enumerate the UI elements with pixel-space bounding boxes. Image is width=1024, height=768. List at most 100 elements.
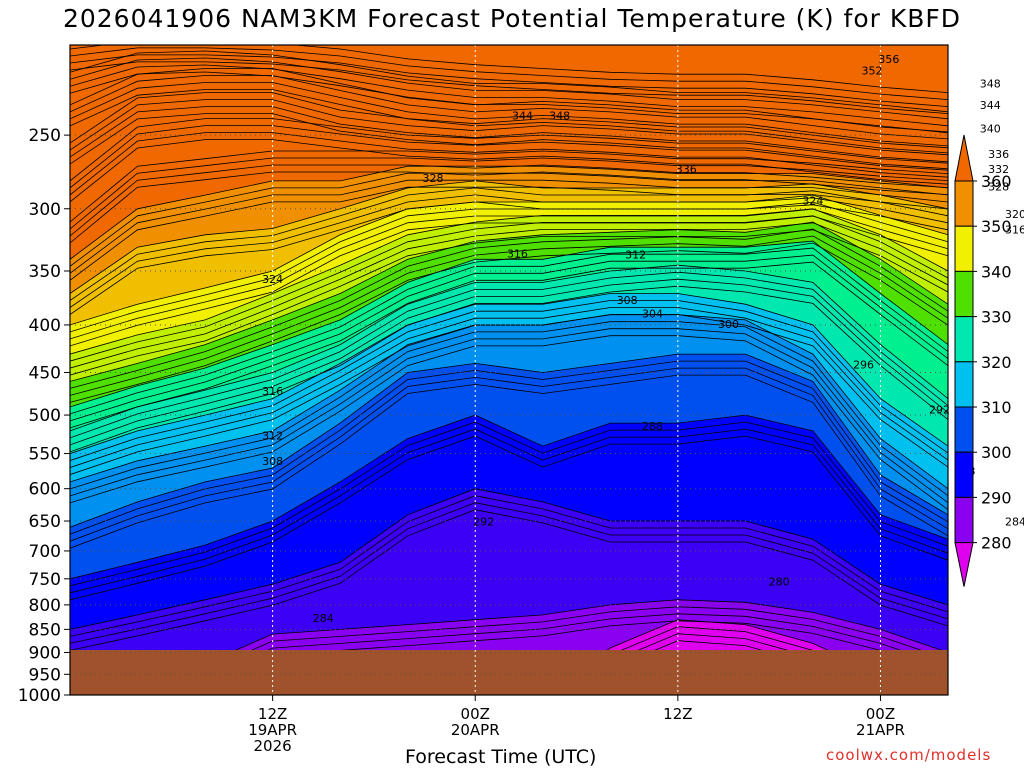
contour-line — [70, 215, 948, 347]
contour-line — [70, 132, 948, 196]
contour-label: 344 — [512, 109, 533, 122]
contour-line — [70, 285, 948, 453]
contour-label: 324 — [262, 273, 283, 286]
y-tick-label: 800 — [29, 596, 61, 616]
x-tick-label: 19APR — [248, 721, 297, 739]
contour-line — [70, 247, 948, 415]
y-tick-label: 900 — [29, 643, 61, 663]
contour-line — [70, 360, 948, 535]
plot-frame — [69, 44, 949, 696]
contour-line — [70, 254, 948, 422]
contour-line — [70, 300, 948, 461]
colorbar-swatch — [954, 316, 974, 363]
contour-label: 348 — [549, 109, 570, 122]
colorbar-label: 300 — [981, 443, 1012, 462]
contour-label: 280 — [769, 575, 790, 588]
contour-label: 336 — [676, 163, 697, 176]
contour-line — [70, 180, 948, 294]
y-tick-label: 350 — [29, 262, 61, 282]
contour-line — [70, 307, 948, 468]
contour-line — [70, 208, 948, 340]
contour-line — [70, 164, 948, 237]
contour-label: 292 — [473, 516, 494, 529]
contour-label: 284 — [1005, 516, 1024, 529]
x-tick-label: 21APR — [856, 721, 905, 739]
contour-line — [70, 139, 948, 203]
contour-line — [70, 186, 948, 281]
contour-line — [70, 68, 948, 133]
contour-line — [70, 157, 948, 230]
contour-line — [70, 106, 948, 163]
contour-line — [70, 235, 948, 396]
pressure-axis: 250 300 350 400 450 500 550 600 650 700 750 800 850 9… — [18, 126, 70, 706]
x-tick-label: 20APR — [451, 721, 500, 739]
contour-line — [70, 278, 948, 446]
grid-lines — [70, 45, 948, 695]
colorbar-label: 350 — [981, 217, 1012, 236]
contour-line — [70, 242, 948, 403]
colorbar-label: 360 — [981, 172, 1012, 191]
contour-label: 328 — [988, 181, 1009, 194]
y-tick-label: 750 — [29, 570, 61, 590]
contour-line — [70, 261, 948, 429]
colorbar: 280 290 300 310 320 330 340 350 360 — [954, 134, 1012, 587]
contour-line — [70, 328, 948, 504]
contour-label: 348 — [980, 77, 1001, 90]
contour-line — [70, 229, 948, 376]
contour-line — [70, 421, 948, 587]
y-tick-label: 600 — [29, 480, 61, 500]
x-tick-label: 00Z — [866, 705, 895, 723]
contour-line — [70, 509, 948, 651]
contour-label: 312 — [262, 430, 283, 443]
contour-line — [70, 321, 948, 497]
colorbar-label: 280 — [981, 534, 1012, 553]
contour-label: 328 — [423, 172, 444, 185]
contour-label: 352 — [862, 64, 883, 77]
contour-line — [70, 201, 948, 315]
contour-label: 340 — [980, 123, 1001, 136]
contour-line — [70, 47, 948, 100]
contour-line — [70, 125, 948, 189]
contour-line — [70, 194, 948, 326]
contour-line — [70, 75, 948, 140]
colorbar-swatch — [954, 270, 974, 318]
y-tick-label: 550 — [29, 445, 61, 465]
contour-line — [70, 314, 948, 475]
contour-line — [70, 99, 948, 156]
colorbar-swatch — [954, 496, 974, 544]
colorbar-label: 340 — [981, 262, 1012, 281]
y-tick-label: 250 — [29, 126, 61, 146]
colorbar-label: 320 — [981, 353, 1012, 372]
colorbar-label: 310 — [981, 398, 1012, 417]
contour-line — [70, 264, 948, 432]
colorbar-label: 330 — [981, 308, 1012, 327]
contour-label: 336 — [988, 148, 1009, 161]
contour-label: 300 — [718, 318, 739, 331]
contour-line — [70, 293, 948, 454]
contour-line — [70, 374, 948, 549]
contour-line — [70, 71, 948, 134]
y-tick-label: 700 — [29, 542, 61, 562]
x-tick-label: 12Z — [663, 705, 692, 723]
y-tick-label: 1000 — [18, 686, 61, 706]
y-tick-label: 950 — [29, 665, 61, 685]
contour-line — [70, 488, 948, 630]
contour-line — [70, 335, 948, 511]
y-tick-label: 400 — [29, 316, 61, 336]
colorbar-swatch — [954, 406, 974, 453]
credit-link[interactable]: coolwx.com/models — [826, 746, 992, 764]
contour-label: 316 — [507, 247, 528, 260]
contour-line — [70, 502, 948, 644]
contour-line — [70, 194, 948, 308]
contour-label: 316 — [262, 385, 283, 398]
y-tick-label: 650 — [29, 512, 61, 532]
x-axis-label: Forecast Time (UTC) — [405, 746, 597, 768]
contour-label: 356 — [878, 53, 899, 66]
contour-line — [70, 92, 948, 149]
chart-title: 2026041906 NAM3KM Forecast Potential Tem… — [62, 4, 962, 33]
colorbar-arrow-bottom — [954, 542, 974, 587]
contour-line — [70, 118, 948, 182]
contour-line — [70, 626, 948, 695]
contour-label: 344 — [980, 99, 1001, 112]
